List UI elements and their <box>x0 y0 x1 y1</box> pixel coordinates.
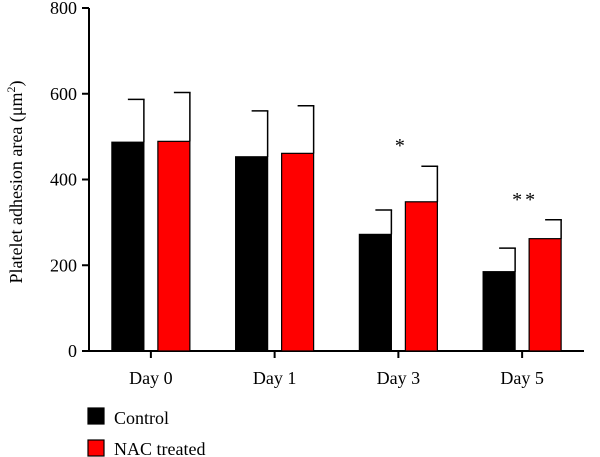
bar-nac-treated <box>404 201 438 352</box>
y-tick-label: 600 <box>50 84 77 104</box>
legend-swatch-control <box>87 407 105 425</box>
bar-control <box>482 271 516 352</box>
bar-nac-treated <box>528 238 562 352</box>
x-tick-label: Day 0 <box>129 368 173 388</box>
x-tick-label: Day 3 <box>377 368 421 388</box>
y-tick-label: 800 <box>50 0 77 18</box>
legend: Control NAC treated <box>87 407 205 457</box>
legend-swatch-nac-treated <box>87 439 105 457</box>
y-axis-label: Platelet adhesion area (μm2) <box>4 80 27 283</box>
significance-marker: ** <box>512 189 538 211</box>
y-tick-label: 200 <box>50 255 77 275</box>
y-tick-label: 0 <box>68 341 77 361</box>
significance-marker: * <box>395 135 408 157</box>
legend-label-nac-treated: NAC treated <box>114 439 205 457</box>
x-tick-label: Day 1 <box>253 368 297 388</box>
bar-control <box>111 141 145 352</box>
bar-nac-treated <box>281 152 315 352</box>
bar-control <box>235 156 269 352</box>
bar-nac-treated <box>157 140 191 352</box>
plot-area: 0 200 400 600 800 Day 0 Day 1 Day 3 * Day 5 ** <box>50 0 584 388</box>
y-tick-label: 400 <box>50 170 77 190</box>
legend-label-control: Control <box>114 408 169 428</box>
x-tick-label: Day 5 <box>500 368 544 388</box>
bar-control <box>358 233 392 352</box>
